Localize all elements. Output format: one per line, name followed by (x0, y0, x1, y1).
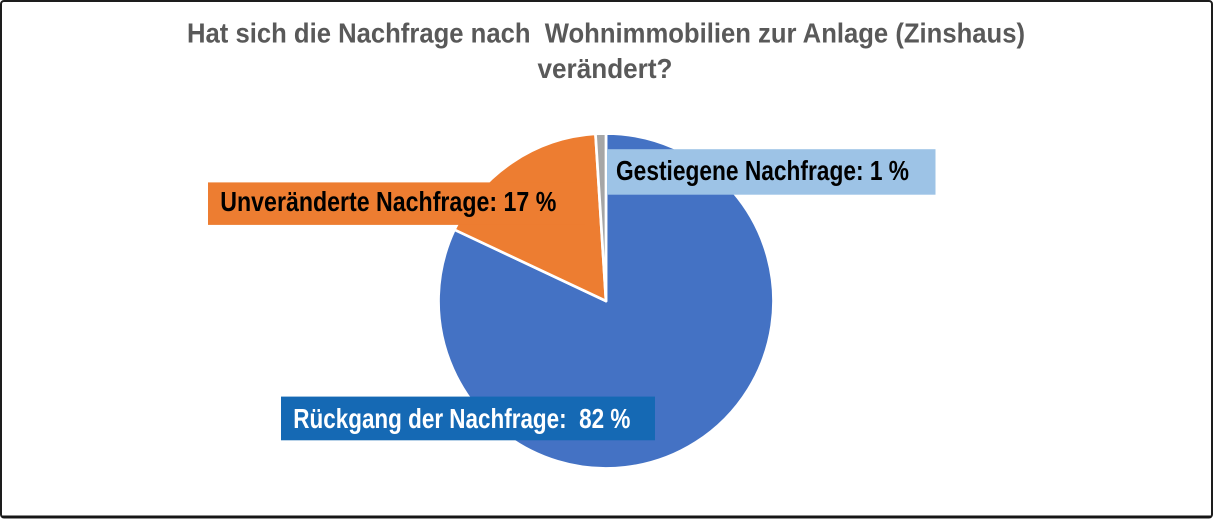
svg-text:Rückgang der Nachfrage: 82 %: Rückgang der Nachfrage: 82 % (293, 403, 630, 434)
svg-text:Hat sich die Nachfrage nach W: Hat sich die Nachfrage nach Wohnimmobili… (187, 17, 1025, 48)
svg-text:Unveränderte Nachfrage: 17 %: Unveränderte Nachfrage: 17 % (220, 186, 556, 217)
svg-text:Gestiegene Nachfrage: 1 %: Gestiegene Nachfrage: 1 % (616, 155, 909, 186)
svg-text:verändert?: verändert? (538, 53, 673, 84)
